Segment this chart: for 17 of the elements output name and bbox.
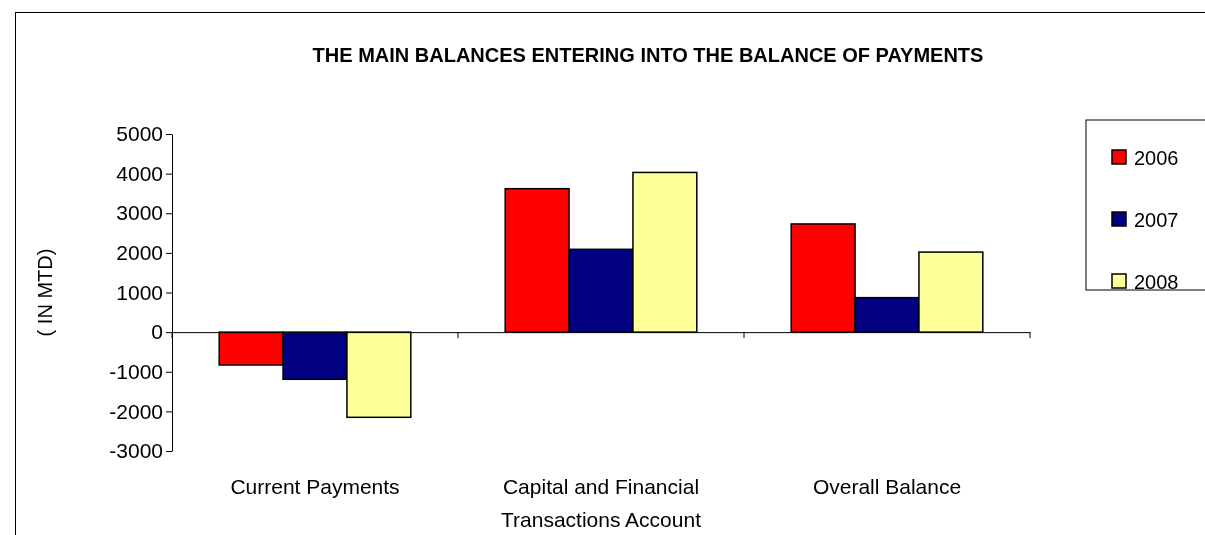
y-axis-title: ( IN MTD)	[34, 248, 56, 337]
y-tick-label: -2000	[109, 399, 163, 423]
legend-label: 2008	[1134, 271, 1179, 293]
legend-label: 2007	[1134, 209, 1179, 231]
y-tick-label: -3000	[109, 439, 163, 463]
x-tick-label: Capital and Financial Transactions Account	[501, 475, 702, 531]
y-tick-label: 0	[151, 320, 163, 344]
y-tick-label: -1000	[109, 359, 163, 383]
legend-label: 2006	[1134, 147, 1179, 169]
y-tick-label: 1000	[116, 280, 163, 304]
y-tick-label: 4000	[116, 161, 163, 185]
y-tick-label: 2000	[116, 241, 163, 265]
x-tick-label: Current Payments	[230, 475, 400, 498]
y-tick-label: 5000	[116, 122, 163, 146]
chart-title: THE MAIN BALANCES ENTERING INTO THE BALANCE OF PAYMENTS	[312, 44, 984, 66]
x-tick-label: Overall Balance	[812, 475, 962, 498]
y-tick-label: 3000	[116, 201, 163, 225]
